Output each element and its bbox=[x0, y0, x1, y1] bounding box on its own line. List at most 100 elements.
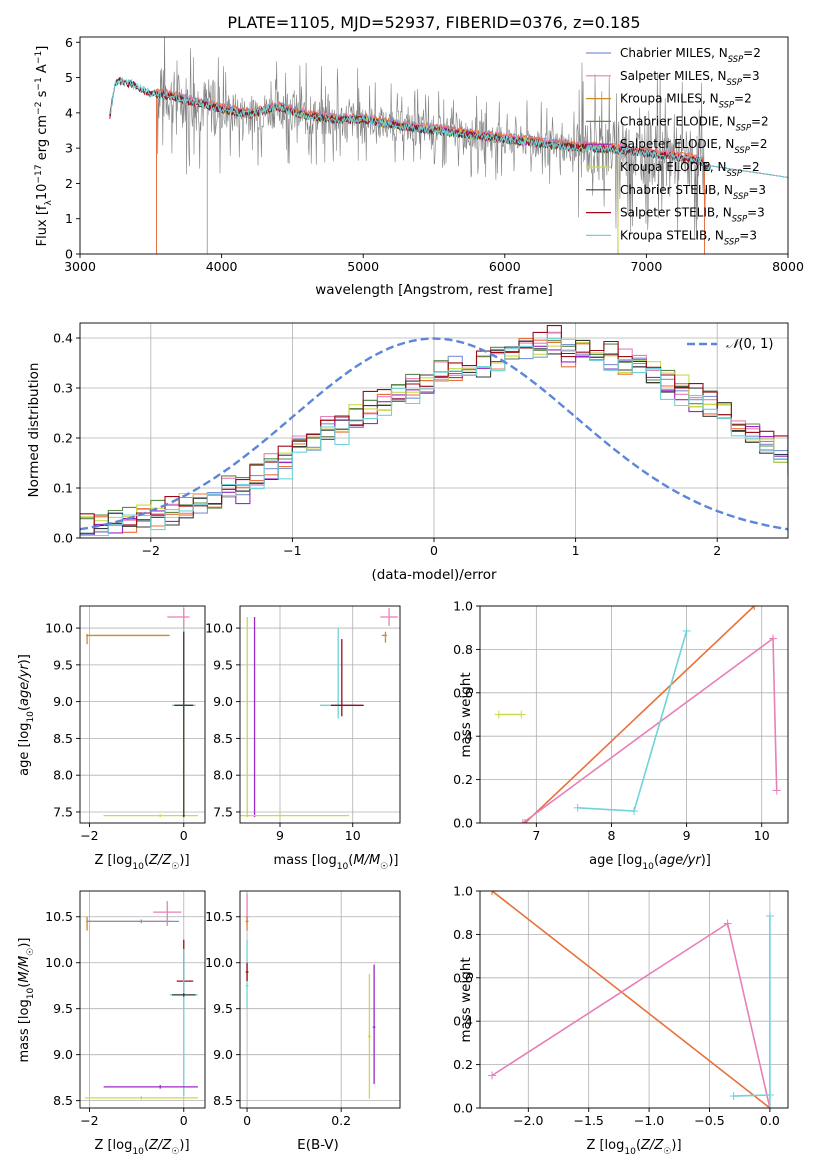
x-tick-label: −2.0 bbox=[513, 1113, 543, 1128]
x-tick-label: 0 bbox=[243, 1113, 251, 1128]
y-axis-label: age [log10(age/yr)] bbox=[17, 654, 36, 776]
y-tick-label: 0.8 bbox=[453, 927, 473, 942]
y-tick-label: 10.0 bbox=[205, 621, 233, 636]
y-tick-label: 8.5 bbox=[53, 731, 73, 746]
x-tick-label: −1.5 bbox=[574, 1113, 604, 1128]
panel-massweight_vs_Z: −2.0 −1.5 −1.0 −0.5 0.0 0.0 0.2 0.4 0.6 0.8 1.0 Z [… bbox=[453, 884, 789, 1157]
x-tick-label: 3000 bbox=[64, 259, 96, 274]
x-tick-label: 0.2 bbox=[331, 1113, 351, 1128]
legend-entry: Chabrier STELIB, NSSP=3 bbox=[620, 183, 766, 201]
histogram-salpeter-stelib bbox=[80, 325, 788, 526]
plot-area bbox=[86, 608, 198, 818]
line-kroupa-miles bbox=[524, 606, 755, 823]
x-tick-label: 1 bbox=[572, 543, 580, 558]
y-tick-label: 9.5 bbox=[53, 657, 73, 672]
y-tick-label: 9.0 bbox=[213, 1047, 233, 1062]
y-tick-label: 7.5 bbox=[53, 804, 73, 819]
x-tick-label: −0.5 bbox=[694, 1113, 724, 1128]
model-spectrum-chabrier-stelib bbox=[109, 76, 788, 178]
y-tick-label: 4 bbox=[65, 105, 73, 120]
axes-frame bbox=[239, 605, 401, 824]
x-tick-label: 7 bbox=[532, 828, 540, 843]
x-tick-label: 9 bbox=[683, 828, 691, 843]
legend-entry: Kroupa ELODIE, NSSP=2 bbox=[620, 160, 760, 178]
y-tick-label: 0.8 bbox=[453, 642, 473, 657]
x-tick-label: 9 bbox=[276, 828, 284, 843]
y-tick-label: 0.6 bbox=[453, 685, 473, 700]
plot-area bbox=[488, 891, 774, 1108]
y-tick-label: 3 bbox=[65, 141, 73, 156]
y-tick-label: 8.5 bbox=[213, 731, 233, 746]
x-tick-label: 8 bbox=[607, 828, 615, 843]
legend: Chabrier MILES, NSSP=2 Salpeter MILES, NS… bbox=[586, 46, 769, 246]
y-tick-label: 0.4 bbox=[453, 729, 473, 744]
y-tick-label: 0.4 bbox=[53, 331, 73, 346]
plot-area bbox=[245, 893, 376, 1099]
y-axis-label: Flux [fλ10−17 erg cm−2 s−1 A−1] bbox=[34, 46, 54, 247]
axes-frame bbox=[79, 890, 206, 1109]
line-kroupa-miles bbox=[491, 891, 771, 1108]
x-tick-label: 8000 bbox=[772, 259, 804, 274]
axes-frame bbox=[79, 36, 789, 255]
y-tick-label: 1.0 bbox=[453, 884, 473, 899]
line-salpeter-miles bbox=[491, 922, 771, 1108]
panel-age_vs_mass: 9 10 7.5 8.0 8.5 9.0 9.5 10.0 mass [log10(M/M☉)] bbox=[205, 605, 401, 872]
x-tick-label: 5000 bbox=[347, 259, 379, 274]
y-tick-label: 0.4 bbox=[453, 1014, 473, 1029]
x-tick-label: 10 bbox=[754, 828, 770, 843]
x-axis-label: Z [log10(Z/Z☉)] bbox=[586, 1138, 681, 1157]
histogram-chabrier-stelib bbox=[80, 339, 788, 534]
x-tick-label: 2 bbox=[713, 543, 721, 558]
y-tick-label: 0 bbox=[65, 247, 73, 262]
y-tick-label: 8.0 bbox=[213, 768, 233, 783]
y-axis-label: mass weight bbox=[458, 957, 474, 1042]
model-spectrum-salpeter-stelib bbox=[109, 77, 788, 178]
line-kroupa-stelib bbox=[733, 916, 771, 1108]
legend-entry: Chabrier ELODIE, NSSP=2 bbox=[620, 114, 769, 132]
x-tick-label: 7000 bbox=[630, 259, 662, 274]
legend-entry: Salpeter MILES, NSSP=3 bbox=[620, 69, 760, 87]
y-tick-label: 9.0 bbox=[53, 694, 73, 709]
panel-age_vs_Z: −2 0 7.5 8.0 8.5 9.0 9.5 10.0 Z [log10(Z/Z☉)] age… bbox=[17, 605, 206, 872]
normal-curve bbox=[80, 337, 788, 531]
x-axis-label: wavelength [Angstrom, rest frame] bbox=[315, 282, 553, 298]
histogram-kroupa-stelib bbox=[80, 338, 788, 537]
plot-area bbox=[240, 608, 398, 818]
y-tick-label: 0.6 bbox=[453, 970, 473, 985]
x-axis-label: mass [log10(M/M☉)] bbox=[274, 853, 399, 872]
y-tick-label: 0.0 bbox=[453, 816, 473, 831]
observed-spectrum bbox=[156, 37, 706, 240]
plot-area bbox=[109, 37, 788, 254]
y-tick-label: 9.0 bbox=[53, 1047, 73, 1062]
panel-mass_vs_EBV: 0 0.2 8.5 9.0 9.5 10.0 10.5 E(B-V) bbox=[205, 890, 401, 1153]
x-tick-label: −1.0 bbox=[634, 1113, 664, 1128]
panel-spectrum: 3000 4000 5000 6000 7000 8000 0 1 2 3 4 5 6 wavelengt… bbox=[34, 35, 804, 298]
legend-entry: Salpeter STELIB, NSSP=3 bbox=[620, 206, 765, 224]
y-tick-label: 8.5 bbox=[53, 1093, 73, 1108]
legend-entry: 𝒩(0, 1) bbox=[726, 337, 773, 352]
panel-mass_vs_Z: −2 0 8.5 9.0 9.5 10.0 10.5 Z [log10(Z/Z☉)] mass … bbox=[17, 890, 206, 1157]
histogram-salpeter-elodie bbox=[80, 340, 788, 537]
x-axis-label: age [log10(age/yr)] bbox=[589, 853, 711, 872]
y-tick-label: 10.0 bbox=[205, 955, 233, 970]
x-tick-label: 4000 bbox=[206, 259, 238, 274]
model-spectrum-kroupa-stelib bbox=[109, 77, 788, 178]
plot-area bbox=[494, 606, 781, 823]
x-tick-label: 0.0 bbox=[760, 1113, 780, 1128]
y-tick-label: 10.0 bbox=[45, 621, 73, 636]
y-tick-label: 9.0 bbox=[213, 694, 233, 709]
y-tick-label: 0.2 bbox=[453, 1057, 473, 1072]
y-tick-label: 0.0 bbox=[53, 531, 73, 546]
x-axis-label: E(B-V) bbox=[297, 1137, 339, 1153]
plot-area bbox=[80, 325, 788, 537]
x-tick-label: 0 bbox=[430, 543, 438, 558]
figure-title: PLATE=1105, MJD=52937, FIBERID=0376, z=0… bbox=[227, 13, 640, 32]
y-tick-label: 0.3 bbox=[53, 381, 73, 396]
x-tick-label: 0 bbox=[180, 828, 188, 843]
y-tick-label: 0.2 bbox=[53, 431, 73, 446]
x-axis-label: Z [log10(Z/Z☉)] bbox=[94, 1138, 189, 1157]
y-tick-label: 0.0 bbox=[453, 1101, 473, 1116]
y-tick-label: 9.5 bbox=[53, 1001, 73, 1016]
axes-frame bbox=[479, 605, 789, 824]
